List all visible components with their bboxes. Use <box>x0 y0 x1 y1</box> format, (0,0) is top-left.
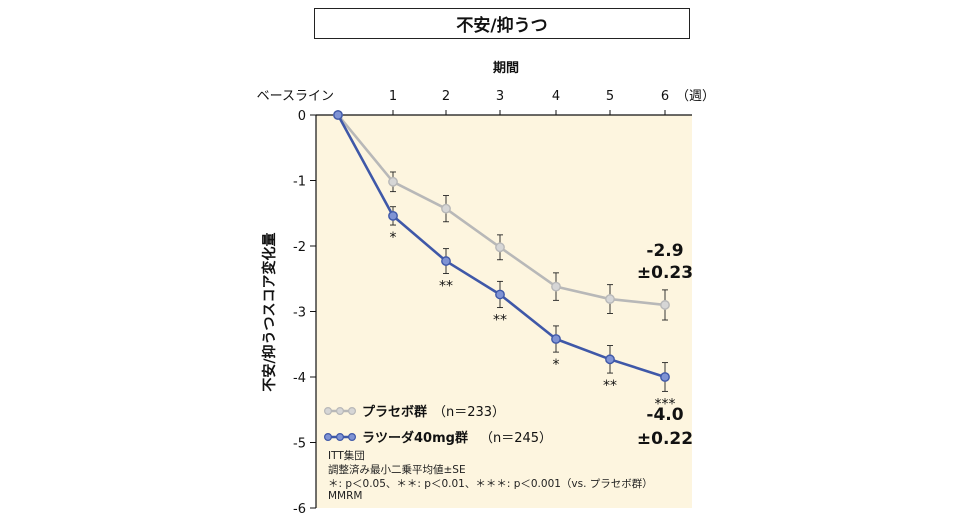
x-tick-label: ベースライン <box>257 89 334 104</box>
significance-mark: * <box>553 357 560 373</box>
legend-label: プラセボ群 <box>362 404 427 420</box>
endpoint-se: ±0.22 <box>637 429 693 449</box>
data-point <box>495 242 505 253</box>
data-point <box>333 110 343 120</box>
data-point <box>605 354 615 365</box>
y-tick-label: -1 <box>293 175 306 190</box>
data-point <box>388 210 398 221</box>
x-tick-label: 3 <box>496 89 504 104</box>
endpoint-value: -2.9 <box>646 241 683 261</box>
legend-n: （n＝233） <box>433 405 505 420</box>
plot-background <box>316 115 692 508</box>
data-point <box>551 334 561 344</box>
legend-label: ラツーダ40mg群 <box>362 430 468 446</box>
note-significance: ＊: p＜0.05、＊＊: p＜0.01、＊＊＊: p＜0.001（vs. プラ… <box>328 478 653 490</box>
chart-title: 不安/抑うつ <box>314 8 690 39</box>
x-tick-label: 4 <box>552 89 560 104</box>
legend-marker <box>336 407 345 416</box>
endpoint-se: ±0.23 <box>637 263 693 283</box>
data-point <box>495 289 505 300</box>
data-point <box>660 372 670 382</box>
data-point <box>441 203 451 214</box>
data-point <box>388 176 398 187</box>
data-point <box>441 256 451 266</box>
x-tick-label: 1 <box>389 89 397 104</box>
significance-mark: ** <box>603 378 617 394</box>
legend-marker <box>324 433 333 442</box>
y-tick-label: -6 <box>293 502 306 517</box>
y-axis-title: 不安/抑うつスコア変化量 <box>261 232 278 391</box>
x-unit-label: （週） <box>676 89 715 104</box>
legend-n: （n＝245） <box>480 431 552 446</box>
endpoint-value: -4.0 <box>646 405 683 425</box>
data-point <box>660 300 670 310</box>
data-point <box>551 281 561 292</box>
x-tick-label: 5 <box>606 89 614 104</box>
note-method: MMRM <box>328 490 363 502</box>
significance-mark: ** <box>493 313 507 329</box>
significance-mark: * <box>390 230 397 246</box>
x-axis-title: 期間 <box>493 61 519 76</box>
y-tick-label: -5 <box>293 437 306 452</box>
y-tick-label: -3 <box>293 306 306 321</box>
significance-mark: *** <box>655 396 676 412</box>
significance-mark: ** <box>439 279 453 295</box>
x-tick-label: 6 <box>661 89 669 104</box>
y-tick-label: 0 <box>298 109 306 124</box>
legend-marker <box>348 433 357 442</box>
y-tick-label: -2 <box>293 240 306 255</box>
note-adjustment: 調整済み最小二乗平均値±SE <box>328 464 466 476</box>
x-tick-label: 2 <box>442 89 450 104</box>
legend-marker <box>324 407 333 416</box>
legend-marker <box>348 407 357 416</box>
legend-marker <box>336 433 345 442</box>
y-tick-label: -4 <box>293 371 306 386</box>
data-point <box>605 294 615 304</box>
note-population: ITT集団 <box>328 450 365 462</box>
